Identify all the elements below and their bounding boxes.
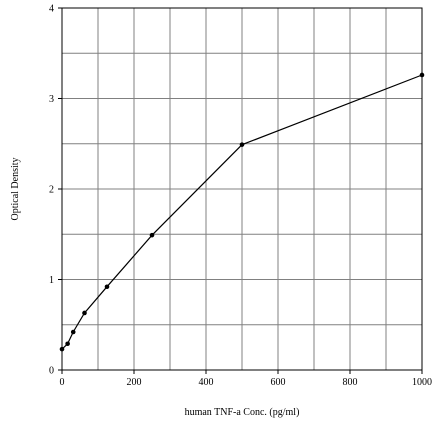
- data-point: [239, 142, 245, 147]
- data-point: [70, 329, 76, 335]
- data-point: [59, 346, 65, 352]
- series: [59, 72, 425, 352]
- y-tick-label: 3: [49, 94, 54, 105]
- y-tick-label: 4: [49, 4, 54, 15]
- y-axis-ticks: 0 1 2 3 4: [49, 4, 62, 377]
- x-tick-label: 200: [127, 377, 142, 388]
- x-axis-ticks: 0 200 400 600 800 1000: [60, 370, 432, 388]
- y-tick-label: 1: [49, 275, 54, 286]
- data-point: [82, 310, 87, 316]
- x-tick-label: 600: [271, 377, 286, 388]
- x-axis-label: human TNF-a Conc. (pg/ml): [185, 407, 300, 418]
- y-tick-label: 0: [49, 366, 54, 377]
- data-point: [104, 284, 110, 290]
- data-point: [149, 232, 155, 238]
- data-point: [419, 72, 425, 78]
- grid: [62, 8, 422, 370]
- data-point: [65, 341, 70, 347]
- y-axis-label: Optical Density: [10, 157, 21, 220]
- x-tick-label: 0: [60, 377, 65, 388]
- y-tick-label: 2: [49, 185, 54, 196]
- x-tick-label: 800: [343, 377, 358, 388]
- x-tick-label: 1000: [412, 377, 432, 388]
- x-tick-label: 400: [199, 377, 214, 388]
